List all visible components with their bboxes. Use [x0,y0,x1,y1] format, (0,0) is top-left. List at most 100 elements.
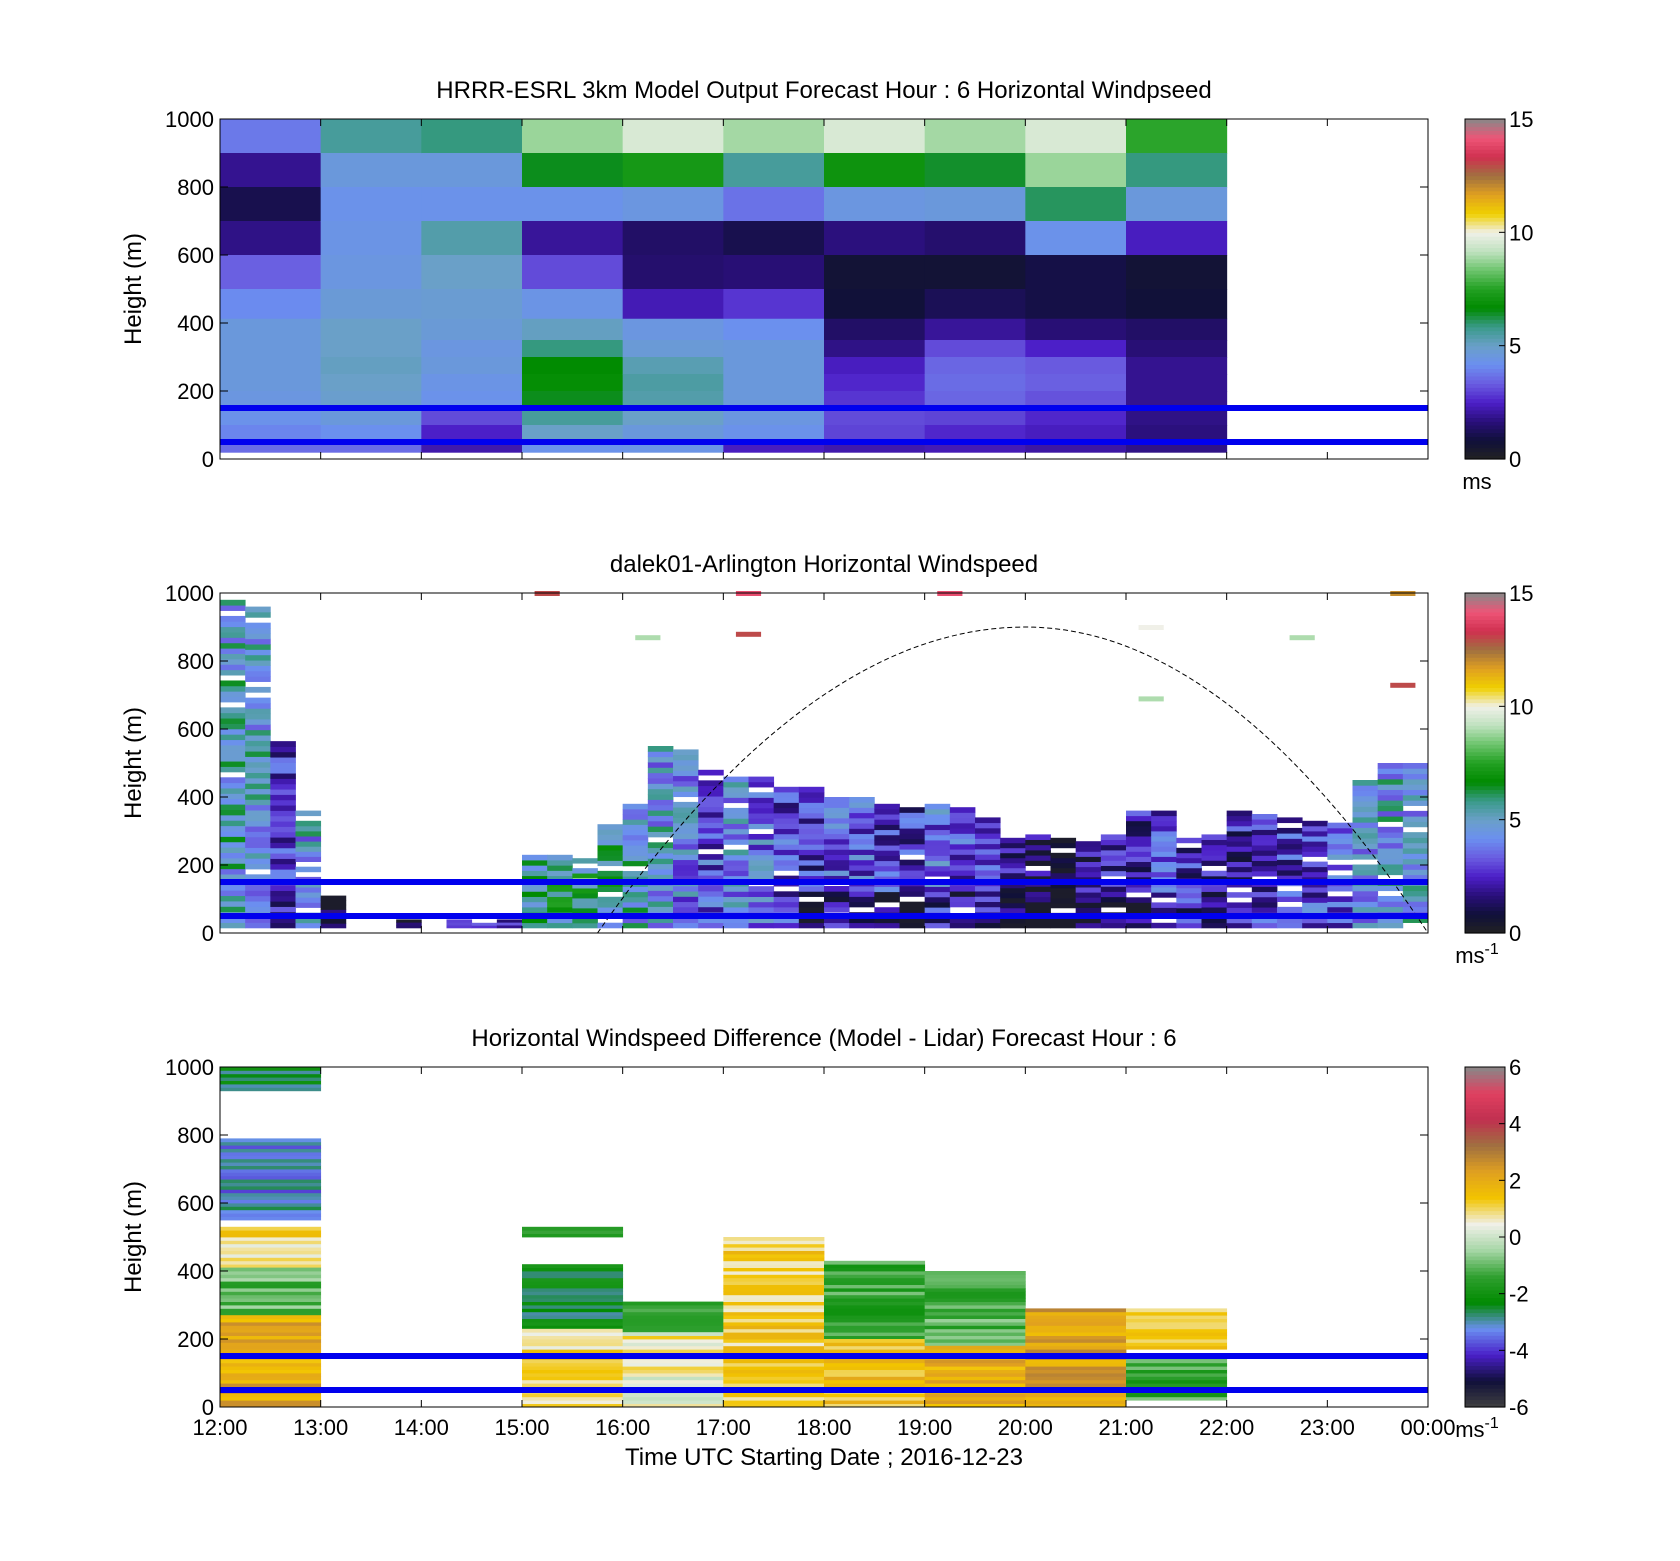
lidar-cell [899,812,926,819]
lidar-cell [924,902,951,908]
lidar-cell [924,803,951,810]
heatmap-cell [421,340,523,358]
lidar-cell [698,801,724,808]
heatmap-cell [421,289,523,320]
lidar-cell [1201,870,1228,877]
lidar-cell [824,817,850,824]
lidar-cell [597,844,624,851]
difference-cell [924,1277,1026,1282]
colorbar-swatch [1465,853,1505,859]
lidar-cell [874,814,900,820]
lidar-cell [1050,867,1077,874]
lidar-cell [1000,852,1026,859]
lidar-cell [245,724,271,731]
lidar-cell [1050,852,1077,859]
lidar-cell [1151,841,1177,847]
colorbar-swatch [1465,687,1505,692]
lidar-cell [1126,841,1152,847]
lidar-cell [220,868,246,875]
colorbar-swatch [1465,387,1505,392]
lidar-cell [245,719,271,725]
lidar-cell [220,901,246,907]
lidar-cell [1126,831,1152,837]
difference-cell [824,1267,926,1272]
difference-cell [522,1298,624,1302]
lidar-cell [1377,906,1404,913]
lidar-cell [270,794,296,801]
colorbar-swatch [1465,691,1505,696]
difference-cell [522,1379,624,1384]
lidar-cell [1126,861,1152,868]
heatmap-cell [622,119,724,154]
lidar-cell [295,866,322,873]
colorbar-swatch [1465,846,1505,851]
lidar-cell [849,807,875,814]
lidar-cell [1176,882,1202,889]
difference-cell [723,1277,825,1282]
lidar-cell [824,886,850,892]
lidar-cell [1126,846,1152,852]
lidar-cell [1025,917,1051,924]
heatmap-cell [824,119,926,154]
difference-cell [824,1322,926,1326]
difference-cell [220,1230,322,1234]
lidar-sparse-return [635,635,661,641]
heatmap-cell [522,255,624,290]
lidar-cell [1000,847,1026,854]
difference-cell [1126,1373,1228,1377]
lidar-cell [295,887,322,893]
lidar-cell [1352,922,1379,929]
colorbar-swatch [1465,1289,1505,1295]
lidar-cell [748,818,775,824]
colorbar-swatch [1465,823,1505,828]
lidar-cell [270,810,296,817]
lidar-cell [1327,864,1353,871]
lidar-cell [874,850,900,856]
lidar-cell [245,858,271,865]
difference-cell [622,1373,724,1377]
lidar-cell [748,886,775,892]
lidar-cell [673,765,699,771]
lidar-cell [748,891,775,897]
difference-cell [1025,1376,1127,1381]
heatmap-cell [522,318,624,341]
lidar-cell [924,871,951,877]
lidar-cell [245,777,271,784]
heatmap-cell [522,340,624,358]
difference-cell [522,1396,624,1401]
lidar-cell [1402,784,1429,790]
lidar-cell [1352,864,1379,871]
colorbar-tick-label: 15 [1509,107,1533,132]
heatmap-cell [824,289,926,320]
difference-cell [220,1169,322,1173]
colorbar-swatch [1465,672,1505,677]
lidar-cell [1151,815,1177,822]
colorbar-swatch [1465,281,1505,286]
lidar-cell [949,854,976,861]
lidar-cell [245,852,271,859]
heatmap-cell [421,391,523,409]
lidar-cell [899,870,926,876]
difference-cell [723,1305,825,1309]
colorbar-swatch [1465,1085,1505,1091]
colorbar-tick-label: 0 [1509,921,1521,946]
difference-cell [924,1393,1026,1398]
lidar-cell [220,632,246,638]
difference-cell [220,1271,322,1275]
lidar-cell [597,834,624,841]
lidar-cell [698,917,724,924]
heatmap-cell [1025,340,1127,358]
lidar-cell [949,843,976,850]
colorbar-swatch [1465,130,1505,135]
lidar-cell [547,891,573,897]
difference-cell [220,1328,322,1333]
colorbar-swatch [1465,630,1505,636]
lidar-cell [673,807,699,813]
colorbar-swatch [1465,440,1505,445]
lidar-cell [522,901,548,908]
lidar-cell [1327,885,1353,892]
lidar-cell [1327,833,1353,839]
heatmap-cell [723,408,825,426]
difference-cell [1025,1322,1127,1326]
lidar-cell [849,870,875,876]
